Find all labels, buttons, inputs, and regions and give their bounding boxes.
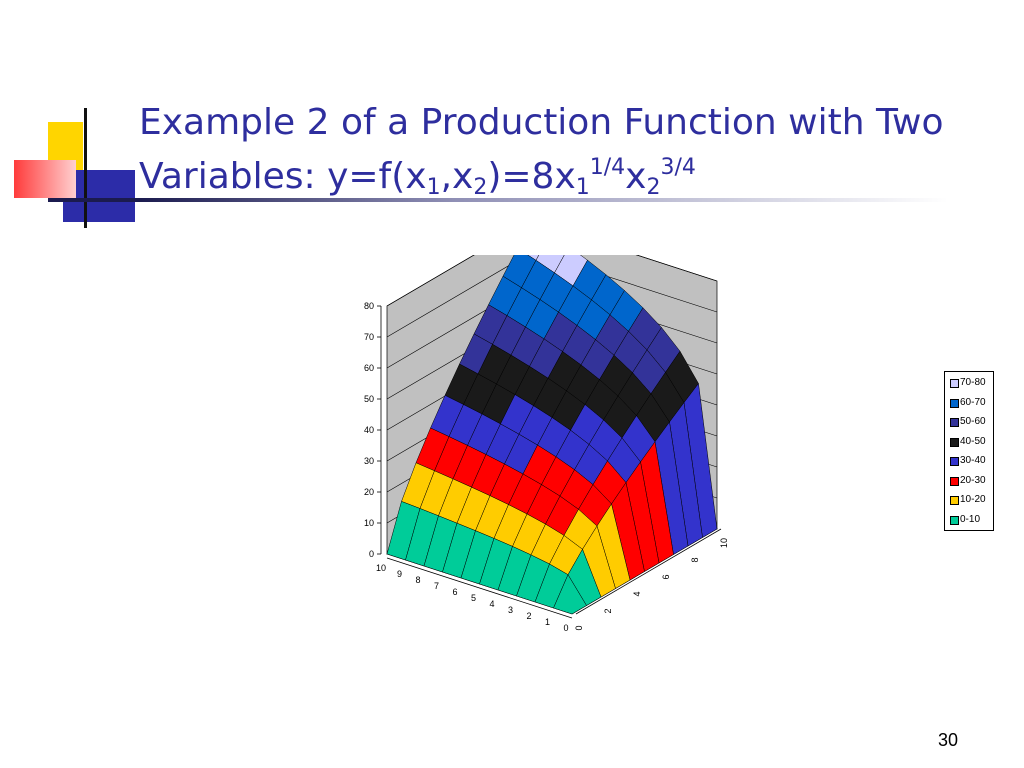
gridline — [386, 255, 718, 338]
legend-entry: 30-40 — [950, 454, 992, 468]
x1-tick-label: 2 — [526, 611, 531, 621]
legend-swatch — [950, 496, 959, 505]
legend-label: 40-50 — [960, 435, 986, 447]
x2-tick-label: 8 — [690, 557, 700, 562]
legend-label: 20-30 — [960, 474, 986, 486]
legend-entry: 40-50 — [950, 435, 992, 449]
x1-axis — [386, 557, 573, 619]
z-tick-label: 60 — [364, 363, 374, 373]
legend-entry: 70-80 — [950, 376, 992, 390]
title-line-2: Variables: y=f(x1,x2)=8x11/4x23/4 — [139, 155, 696, 200]
legend-label: 10-20 — [960, 494, 986, 505]
z-tick-label: 70 — [364, 332, 374, 342]
z-tick-label: 50 — [364, 394, 374, 404]
x2-tick-label: 2 — [603, 608, 613, 613]
legend-entry: 50-60 — [950, 415, 992, 429]
x1-tick-label: 1 — [545, 617, 550, 627]
z-tick-label: 80 — [364, 301, 374, 311]
surface-cell — [553, 574, 587, 615]
legend-swatch — [950, 476, 959, 486]
legend-swatch — [950, 418, 959, 427]
x1-tick-label: 8 — [415, 575, 420, 585]
page-number: 30 — [938, 730, 959, 750]
legend: 70-80 60-70 50-60 40-50 30-40 20-30 10-20 0-10 — [944, 371, 994, 531]
legend-swatch — [950, 379, 959, 388]
legend-swatch — [950, 515, 959, 525]
x1-tick-label: 6 — [452, 587, 457, 597]
surface-cell — [527, 255, 540, 261]
legend-entry: 20-30 — [950, 474, 992, 488]
legend-entry: 60-70 — [950, 396, 992, 410]
legend-label: 30-40 — [960, 455, 986, 466]
legend-swatch — [950, 398, 959, 408]
x2-tick-label: 4 — [632, 591, 642, 596]
legend-label: 60-70 — [960, 396, 986, 408]
deco-vertical-line — [84, 108, 87, 228]
legend-entry: 0-10 — [950, 513, 992, 527]
z-tick-label: 20 — [364, 487, 374, 497]
x1-tick-label: 10 — [376, 563, 386, 573]
surface-mesh — [386, 255, 718, 615]
z-tick-label: 0 — [369, 549, 374, 559]
deco-red-square — [14, 160, 76, 198]
x2-tick-label: 6 — [661, 574, 671, 579]
legend-label: 0-10 — [960, 513, 981, 525]
x2-tick-label: 0 — [574, 625, 584, 630]
x1-tick-label: 3 — [508, 605, 513, 615]
z-tick-label: 40 — [364, 425, 374, 435]
legend-entry: 10-20 — [950, 493, 992, 507]
x1-tick-label: 0 — [563, 623, 568, 633]
x2-tick-label: 10 — [719, 538, 729, 548]
x1-tick-label: 7 — [434, 581, 439, 591]
legend-swatch — [950, 437, 959, 447]
x1-tick-label: 9 — [397, 569, 402, 579]
title-underline — [48, 198, 948, 202]
legend-swatch — [950, 457, 959, 466]
z-tick-label: 30 — [364, 456, 374, 466]
legend-label: 70-80 — [960, 377, 986, 388]
title-line-1: Example 2 of a Production Function with … — [139, 102, 944, 143]
slide-title: Example 2 of a Production Function with … — [139, 100, 999, 210]
x2-axis — [575, 528, 722, 615]
gridline — [386, 255, 718, 307]
x1-tick-label: 4 — [489, 599, 494, 609]
x1-tick-label: 5 — [471, 593, 476, 603]
z-tick-label: 10 — [364, 518, 374, 528]
legend-label: 50-60 — [960, 416, 986, 427]
